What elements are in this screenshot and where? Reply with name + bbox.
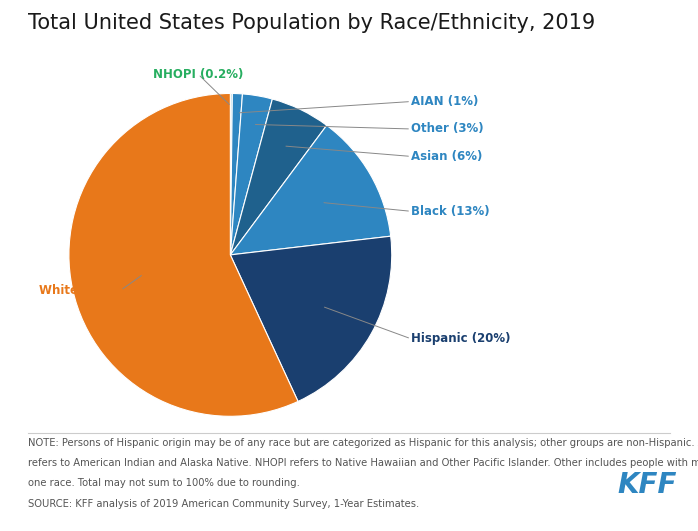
Wedge shape: [69, 93, 298, 416]
Text: AIAN (1%): AIAN (1%): [411, 95, 479, 108]
Wedge shape: [230, 93, 242, 255]
Text: one race. Total may not sum to 100% due to rounding.: one race. Total may not sum to 100% due …: [28, 478, 300, 489]
Text: NHOPI (0.2%): NHOPI (0.2%): [153, 67, 243, 81]
Text: Asian (6%): Asian (6%): [411, 150, 482, 163]
Text: Hispanic (20%): Hispanic (20%): [411, 332, 511, 345]
Wedge shape: [230, 236, 392, 401]
Wedge shape: [230, 94, 272, 255]
Wedge shape: [230, 125, 391, 255]
Text: NOTE: Persons of Hispanic origin may be of any race but are categorized as Hispa: NOTE: Persons of Hispanic origin may be …: [28, 438, 698, 448]
Text: Other (3%): Other (3%): [411, 123, 484, 135]
Wedge shape: [230, 93, 232, 255]
Text: KFF: KFF: [618, 471, 677, 499]
Text: refers to American Indian and Alaska Native. NHOPI refers to Native Hawaiian and: refers to American Indian and Alaska Nat…: [28, 458, 698, 468]
Text: Black (13%): Black (13%): [411, 205, 490, 218]
Text: White (57%): White (57%): [38, 284, 121, 297]
Text: Total United States Population by Race/Ethnicity, 2019: Total United States Population by Race/E…: [28, 13, 595, 33]
Text: SOURCE: KFF analysis of 2019 American Community Survey, 1-Year Estimates.: SOURCE: KFF analysis of 2019 American Co…: [28, 499, 419, 509]
Wedge shape: [230, 99, 327, 255]
